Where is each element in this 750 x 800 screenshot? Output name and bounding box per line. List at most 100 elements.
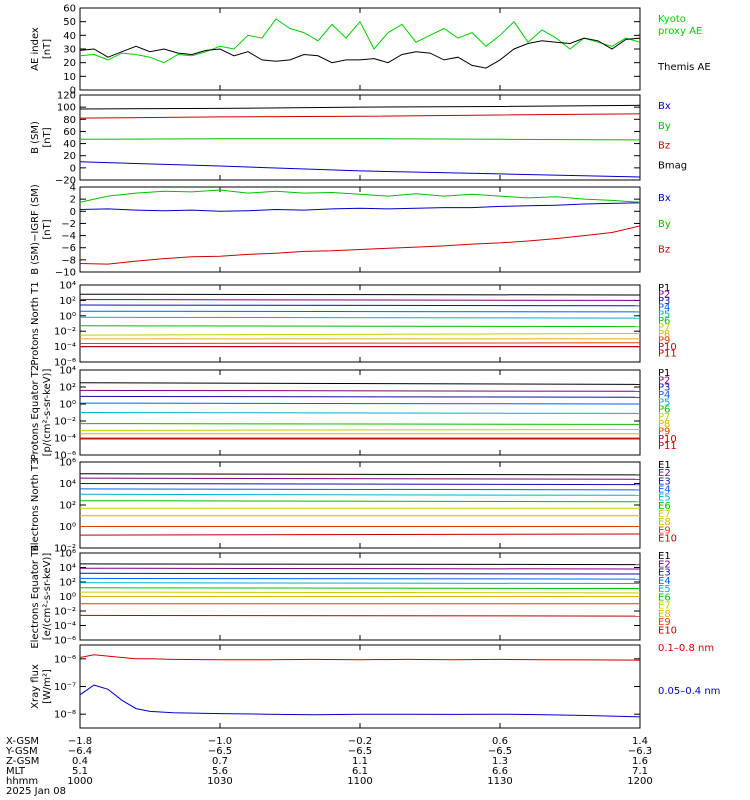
legend-entry: E6 — [658, 592, 671, 603]
series-line-p4 — [79, 310, 641, 313]
y-tick-label: 10² — [59, 296, 76, 307]
y-tick-label: 20 — [63, 151, 76, 162]
y-tick-label: 10² — [59, 501, 76, 512]
y-tick-label: −10 — [55, 268, 76, 279]
y-tick-label: 10⁻⁶ — [54, 636, 76, 647]
bottom-row-value: 1.1 — [352, 756, 368, 767]
legend-entry: E4 — [658, 484, 671, 495]
series-line-p5 — [79, 412, 641, 414]
legend-entry: P10 — [658, 342, 677, 353]
y-tick-label: 10⁴ — [59, 479, 76, 490]
y-tick-label: 10⁰ — [59, 592, 76, 603]
y-axis-label: B (SM)−IGRF (SM) — [30, 184, 41, 275]
series-line-p5 — [79, 316, 641, 319]
series-line-e3 — [79, 572, 641, 575]
y-tick-label: −20 — [55, 176, 76, 187]
series-line-e2 — [79, 477, 641, 480]
legend-entry: E3 — [658, 568, 671, 579]
y-axis-label: AE index — [30, 27, 41, 71]
y-tick-label: −8 — [61, 255, 76, 266]
legend-entry: P4 — [658, 390, 670, 401]
y-tick-label: 80 — [63, 115, 76, 126]
bottom-row-value: 1.3 — [492, 756, 508, 767]
bottom-row-value: 7.1 — [632, 766, 648, 777]
y-tick-label: 50 — [63, 17, 76, 28]
legend-entry: P1 — [658, 368, 670, 379]
bottom-row-value: 1030 — [207, 776, 232, 787]
bottom-row-value: 5.6 — [212, 766, 228, 777]
legend-entry: E1 — [658, 551, 671, 562]
series-line-p7 — [79, 333, 641, 336]
series-line-p9 — [79, 342, 641, 344]
bottom-row-value: 1000 — [67, 776, 92, 787]
bottom-row-value: 0.4 — [72, 756, 88, 767]
series-line-p2 — [79, 299, 641, 301]
legend-entry: P2 — [658, 375, 670, 386]
legend-entry: Bmag — [658, 160, 687, 171]
y-axis-label: Protons North T1 — [30, 281, 41, 365]
date-label: 2025 Jan 08 — [6, 786, 66, 797]
series-line-e1 — [79, 473, 641, 476]
bottom-row-value: −1.8 — [68, 736, 92, 747]
legend-entry: E5 — [658, 584, 671, 595]
series-line-by — [79, 138, 641, 141]
y-axis-label: Protons Equator T2 — [30, 365, 41, 461]
series-line-p1 — [79, 382, 641, 385]
legend-entry: E9 — [658, 617, 671, 628]
series-line-e10 — [79, 614, 641, 617]
legend-entry: E2 — [658, 468, 671, 479]
bottom-row-value: 5.1 — [72, 766, 88, 777]
legend-entry: P7 — [658, 322, 670, 333]
y-tick-label: 10⁰ — [59, 400, 76, 411]
series-line-0-05-0-4-nm — [79, 684, 641, 718]
bottom-row-label: hhmm — [6, 776, 38, 787]
y-tick-label: 10² — [59, 578, 76, 589]
y-tick-label: 60 — [63, 127, 76, 138]
y-tick-label: 40 — [63, 139, 76, 150]
legend-entry: Bx — [658, 101, 671, 112]
series-line-e10 — [79, 533, 641, 536]
series-line-bx — [79, 161, 641, 178]
y-tick-label: 20 — [63, 58, 76, 69]
bottom-row-value: 6.6 — [492, 766, 508, 777]
y-tick-label: 10⁻² — [54, 607, 76, 618]
y-tick-label: 10⁴ — [59, 563, 76, 574]
legend-entry: 0.1–0.8 nm — [658, 643, 714, 654]
legend-entry: P5 — [658, 397, 670, 408]
legend-entry: P3 — [658, 296, 670, 307]
series-line-e5 — [79, 582, 641, 584]
series-line-0-1-0-8-nm — [79, 654, 641, 661]
y-tick-label: −4 — [61, 231, 76, 242]
bottom-row-value: −6.5 — [348, 746, 372, 757]
y-tick-label: 10⁻⁴ — [54, 342, 76, 353]
bottom-row-value: −0.2 — [348, 736, 372, 747]
legend-entry: P4 — [658, 303, 670, 314]
bottom-row-value: −6.5 — [488, 746, 512, 757]
y-tick-label: 10⁶ — [59, 458, 76, 469]
legend-entry: P5 — [658, 309, 670, 320]
y-tick-label: 120 — [57, 91, 76, 102]
legend-entry: E2 — [658, 559, 671, 570]
legend-entry: E7 — [658, 601, 671, 612]
legend-entry: Bz — [658, 141, 670, 152]
y-tick-label: −2 — [61, 219, 76, 230]
y-tick-label: 0 — [70, 86, 76, 97]
y-tick-label: 40 — [63, 31, 76, 42]
series-line-e3 — [79, 483, 641, 486]
legend-entry: 0.05–0.4 nm — [658, 686, 720, 697]
legend-entry: P11 — [658, 349, 677, 360]
legend-entry: E7 — [658, 509, 671, 520]
bottom-row-value: 1200 — [627, 776, 652, 787]
y-axis-unit: [p/(cm²-s-sr-keV)] — [42, 369, 53, 457]
legend-entry: P6 — [658, 405, 670, 416]
y-axis-unit: [nT] — [42, 127, 53, 147]
bottom-row-value: −6.5 — [208, 746, 232, 757]
bottom-row-value: 1130 — [487, 776, 512, 787]
bottom-row-value: −6.3 — [628, 746, 652, 757]
series-line-p6 — [79, 423, 641, 425]
y-tick-label: 10⁻⁶ — [54, 451, 76, 462]
series-line-e4 — [79, 488, 641, 491]
panel-6: 10⁻² 10⁰ 10² 10⁴ 10⁶ Electrons North T3 E1E2E3… — [30, 458, 677, 555]
bottom-row-label: MLT — [6, 766, 26, 777]
